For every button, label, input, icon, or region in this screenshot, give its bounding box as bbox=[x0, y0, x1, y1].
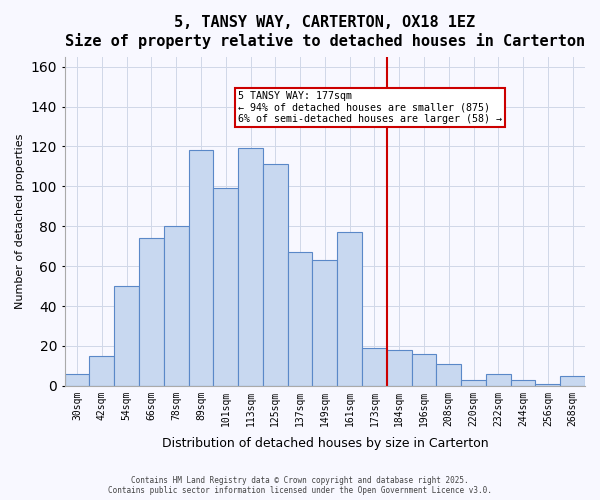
Text: 5 TANSY WAY: 177sqm
← 94% of detached houses are smaller (875)
6% of semi-detach: 5 TANSY WAY: 177sqm ← 94% of detached ho… bbox=[238, 90, 502, 124]
Bar bbox=[214, 188, 238, 386]
Bar bbox=[238, 148, 263, 386]
Bar bbox=[65, 374, 89, 386]
Bar bbox=[139, 238, 164, 386]
Bar bbox=[263, 164, 287, 386]
X-axis label: Distribution of detached houses by size in Carterton: Distribution of detached houses by size … bbox=[161, 437, 488, 450]
Bar bbox=[313, 260, 337, 386]
Bar bbox=[436, 364, 461, 386]
Text: Contains HM Land Registry data © Crown copyright and database right 2025.
Contai: Contains HM Land Registry data © Crown c… bbox=[108, 476, 492, 495]
Title: 5, TANSY WAY, CARTERTON, OX18 1EZ
Size of property relative to detached houses i: 5, TANSY WAY, CARTERTON, OX18 1EZ Size o… bbox=[65, 15, 585, 48]
Bar bbox=[511, 380, 535, 386]
Bar bbox=[387, 350, 412, 386]
Y-axis label: Number of detached properties: Number of detached properties bbox=[15, 134, 25, 309]
Bar bbox=[412, 354, 436, 386]
Bar bbox=[164, 226, 188, 386]
Bar bbox=[461, 380, 486, 386]
Bar bbox=[188, 150, 214, 386]
Bar bbox=[535, 384, 560, 386]
Bar bbox=[362, 348, 387, 386]
Bar bbox=[560, 376, 585, 386]
Bar bbox=[486, 374, 511, 386]
Bar bbox=[89, 356, 114, 386]
Bar bbox=[337, 232, 362, 386]
Bar bbox=[287, 252, 313, 386]
Bar bbox=[114, 286, 139, 386]
